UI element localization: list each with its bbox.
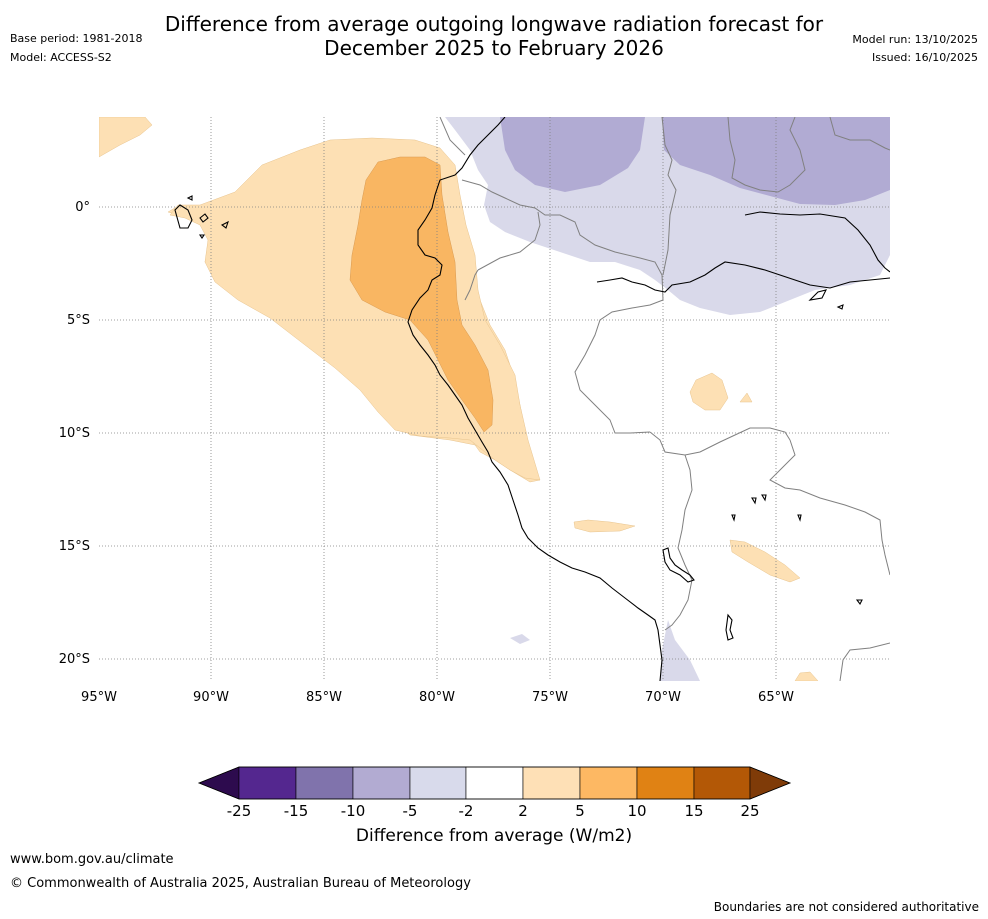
colorbar-cell bbox=[693, 766, 751, 800]
orange-light-region bbox=[739, 392, 753, 403]
colorbar-label: 15 bbox=[684, 802, 703, 820]
website-link[interactable]: www.bom.gov.au/climate bbox=[10, 852, 174, 867]
colorbar-label: -10 bbox=[341, 802, 366, 820]
orange-light-region bbox=[169, 137, 541, 481]
colorbar-cell bbox=[749, 766, 791, 800]
lon-label: 70°W bbox=[645, 690, 681, 705]
model-name: Model: ACCESS-S2 bbox=[10, 51, 112, 64]
lat-label: 15°S bbox=[59, 539, 90, 554]
colorbar-label: -5 bbox=[403, 802, 418, 820]
purple-mid-region bbox=[662, 117, 890, 205]
colorbar-cell bbox=[465, 766, 524, 800]
colorbar-cell bbox=[409, 766, 467, 800]
colorbar-label: 5 bbox=[575, 802, 585, 820]
colorbar-cell bbox=[352, 766, 411, 800]
colorbar-title: Difference from average (W/m2) bbox=[355, 826, 633, 846]
orange-light-region bbox=[99, 117, 153, 158]
lon-label: 65°W bbox=[758, 690, 794, 705]
latitude-labels: 0° 5°S 10°S 15°S 20°S bbox=[59, 200, 90, 667]
longitude-labels: 95°W 90°W 85°W 80°W 75°W 70°W 65°W bbox=[81, 690, 794, 705]
chart-title: Difference from average outgoing longwav… bbox=[0, 12, 988, 60]
colorbar-label: -25 bbox=[227, 802, 252, 820]
lon-label: 80°W bbox=[419, 690, 455, 705]
lon-label: 85°W bbox=[306, 690, 342, 705]
country-borders bbox=[439, 117, 890, 681]
orange-light-region bbox=[689, 372, 729, 411]
title-line-2: December 2025 to February 2026 bbox=[324, 36, 664, 60]
orange-light-region bbox=[729, 539, 801, 583]
colorbar-label: -2 bbox=[459, 802, 474, 820]
orange-light-region bbox=[573, 519, 636, 533]
lat-label: 0° bbox=[75, 200, 90, 215]
disclaimer: Boundaries are not considered authoritat… bbox=[713, 900, 979, 914]
colorbar-cell bbox=[522, 766, 581, 800]
title-line-1: Difference from average outgoing longwav… bbox=[164, 12, 824, 36]
lat-label: 20°S bbox=[59, 652, 90, 667]
map-panel bbox=[99, 117, 890, 681]
purple-light-region bbox=[660, 620, 700, 681]
colorbar-cell bbox=[295, 766, 354, 800]
copyright: © Commonwealth of Australia 2025, Austra… bbox=[10, 876, 471, 891]
issued-date: Issued: 16/10/2025 bbox=[871, 51, 978, 64]
lat-label: 10°S bbox=[59, 426, 90, 441]
colorbar-label: 2 bbox=[518, 802, 528, 820]
model-run: Model run: 13/10/2025 bbox=[852, 33, 978, 46]
purple-light-region bbox=[510, 634, 530, 644]
colorbar-cell bbox=[636, 766, 695, 800]
colorbar-label: 25 bbox=[740, 802, 759, 820]
colorbar-cell bbox=[579, 766, 638, 800]
orange-light-region bbox=[794, 671, 819, 681]
lon-label: 75°W bbox=[532, 690, 568, 705]
colorbar-label: 10 bbox=[627, 802, 646, 820]
colorbar-cell bbox=[238, 766, 297, 800]
coastline bbox=[174, 117, 890, 681]
lon-label: 95°W bbox=[81, 690, 117, 705]
gridlines bbox=[99, 117, 890, 681]
colorbar-cell bbox=[198, 766, 240, 800]
base-period: Base period: 1981-2018 bbox=[10, 32, 143, 45]
colorbar-label: -15 bbox=[284, 802, 309, 820]
lon-label: 90°W bbox=[193, 690, 229, 705]
lat-label: 5°S bbox=[67, 313, 90, 328]
purple-mid-region bbox=[500, 117, 645, 192]
colorbar: -25 -15 -10 -5 -2 2 5 10 15 25 bbox=[197, 766, 792, 820]
